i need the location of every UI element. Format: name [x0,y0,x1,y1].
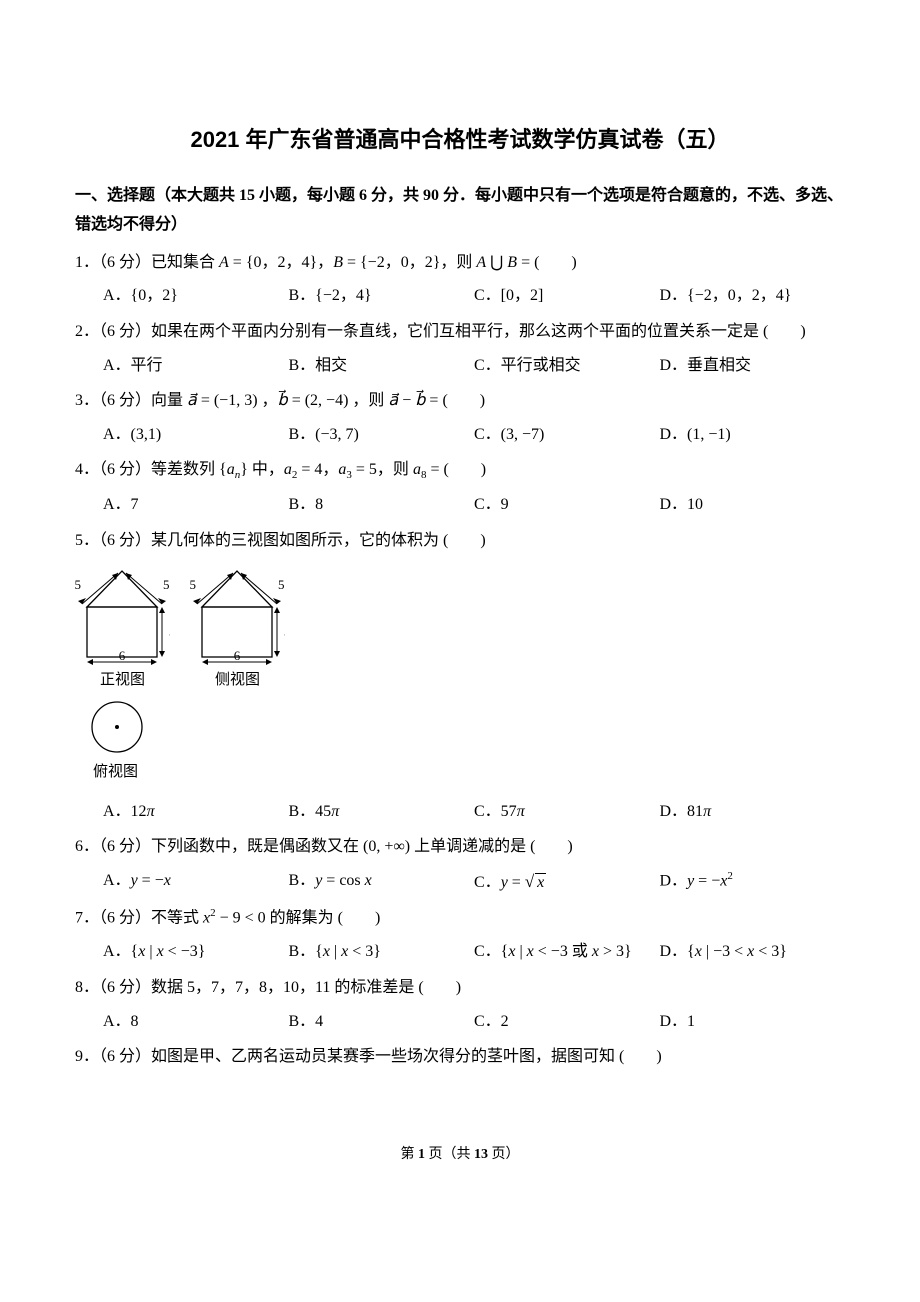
option: B．相交 [289,351,475,381]
question-text: 4．（6 分）等差数列 {an} 中，a2 = 4，a3 = 5，则 a8 = … [75,455,845,486]
options-row: A．12πB．45πC．57πD．81π [75,797,845,827]
option: D．{x | −3 < x < 3} [660,937,846,967]
option: D．(1, −1) [660,420,846,450]
top-view: 俯视图 [87,697,845,787]
options-row: A．{0，2}B．{−2，4}C．[0，2]D．{−2，0，2，4} [75,281,845,311]
option: D．{−2，0，2，4} [660,281,846,311]
option: B．{x | x < 3} [289,937,475,967]
option: A．{x | x < −3} [103,937,289,967]
page-footer: 第 1 页（共 13 页） [75,1142,845,1168]
front-view: 5 5 5 6 正视图 [75,565,170,695]
question: 8．（6 分）数据 5，7，7，8，10，11 的标准差是 ( ) A．8B．4C… [75,973,845,1036]
question: 5．（6 分）某几何体的三视图如图所示，它的体积为 ( ) 5 5 5 6 正视… [75,526,845,827]
footer-prefix: 第 [401,1147,419,1162]
exam-title: 2021 年广东省普通高中合格性考试数学仿真试卷（五） [75,120,845,161]
option: A．y = −x [103,866,289,898]
option: C．[0，2] [474,281,660,311]
section-header: 一、选择题（本大题共 15 小题，每小题 6 分，共 90 分．每小题中只有一个… [75,181,845,240]
option: C．57π [474,797,660,827]
top-view-label: 俯视图 [93,759,138,787]
footer-total: 13 [474,1147,488,1162]
svg-text:6: 6 [234,648,241,663]
option: C．{x | x < −3 或 x > 3} [474,937,660,967]
option: D．81π [660,797,846,827]
option: C．平行或相交 [474,351,660,381]
options-row: A．7B．8C．9D．10 [75,490,845,520]
svg-text:5: 5 [75,577,81,592]
question-text: 2．（6 分）如果在两个平面内分别有一条直线，它们互相平行，那么这两个平面的位置… [75,317,845,347]
question-text: 6．（6 分）下列函数中，既是偶函数又在 (0, +∞) 上单调递减的是 ( ) [75,832,845,862]
option: A．7 [103,490,289,520]
question: 6．（6 分）下列函数中，既是偶函数又在 (0, +∞) 上单调递减的是 ( )… [75,832,845,897]
question-text: 7．（6 分）不等式 x2 − 9 < 0 的解集为 ( ) [75,903,845,933]
question: 3．（6 分）向量 a⃗ = (−1, 3) ，b⃗ = (2, −4) ，则 … [75,386,845,449]
option: C．2 [474,1007,660,1037]
svg-text:5: 5 [190,577,196,592]
questions-container: 1．（6 分）已知集合 A = {0，2，4}，B = {−2，0，2}，则 A… [75,248,845,1072]
options-row: A．{x | x < −3}B．{x | x < 3}C．{x | x < −3… [75,937,845,967]
question-text: 9．（6 分）如图是甲、乙两名运动员某赛季一些场次得分的茎叶图，据图可知 ( ) [75,1042,845,1072]
options-row: A．y = −xB．y = cos xC．y = √xD．y = −x2 [75,866,845,898]
option: C．9 [474,490,660,520]
svg-text:5: 5 [278,577,285,592]
option: B．45π [289,797,475,827]
option: A．平行 [103,351,289,381]
option: C．(3, −7) [474,420,660,450]
question-text: 3．（6 分）向量 a⃗ = (−1, 3) ，b⃗ = (2, −4) ，则 … [75,386,845,416]
options-row: A．平行B．相交C．平行或相交D．垂直相交 [75,351,845,381]
three-view-diagram: 5 5 5 6 正视图 5 5 5 6 侧视图 [75,565,845,787]
front-view-label: 正视图 [100,667,145,695]
question: 1．（6 分）已知集合 A = {0，2，4}，B = {−2，0，2}，则 A… [75,248,845,311]
question: 7．（6 分）不等式 x2 − 9 < 0 的解集为 ( ) A．{x | x <… [75,903,845,967]
question-text: 8．（6 分）数据 5，7，7，8，10，11 的标准差是 ( ) [75,973,845,1003]
option: B．{−2，4} [289,281,475,311]
option: B．8 [289,490,475,520]
option: A．{0，2} [103,281,289,311]
svg-text:5: 5 [284,624,285,639]
footer-middle: 页（共 [425,1147,474,1162]
options-row: A．8B．4C．2D．1 [75,1007,845,1037]
question: 9．（6 分）如图是甲、乙两名运动员某赛季一些场次得分的茎叶图，据图可知 ( ) [75,1042,845,1072]
footer-page: 1 [418,1147,425,1162]
question-text: 1．（6 分）已知集合 A = {0，2，4}，B = {−2，0，2}，则 A… [75,248,845,278]
option: D．y = −x2 [660,866,846,898]
svg-text:5: 5 [163,577,170,592]
question: 2．（6 分）如果在两个平面内分别有一条直线，它们互相平行，那么这两个平面的位置… [75,317,845,380]
question: 4．（6 分）等差数列 {an} 中，a2 = 4，a3 = 5，则 a8 = … [75,455,845,519]
svg-text:6: 6 [119,648,126,663]
option: B．y = cos x [289,866,475,898]
option: A．(3,1) [103,420,289,450]
option: D．垂直相交 [660,351,846,381]
option: D．1 [660,1007,846,1037]
side-view-label: 侧视图 [215,667,260,695]
option: C．y = √x [474,866,660,898]
side-view: 5 5 5 6 侧视图 [190,565,285,695]
question-text: 5．（6 分）某几何体的三视图如图所示，它的体积为 ( ) [75,526,845,556]
footer-suffix: 页） [488,1147,520,1162]
options-row: A．(3,1)B．(−3, 7)C．(3, −7)D．(1, −1) [75,420,845,450]
option: D．10 [660,490,846,520]
option: B．(−3, 7) [289,420,475,450]
option: B．4 [289,1007,475,1037]
option: A．12π [103,797,289,827]
option: A．8 [103,1007,289,1037]
svg-text:5: 5 [169,624,170,639]
